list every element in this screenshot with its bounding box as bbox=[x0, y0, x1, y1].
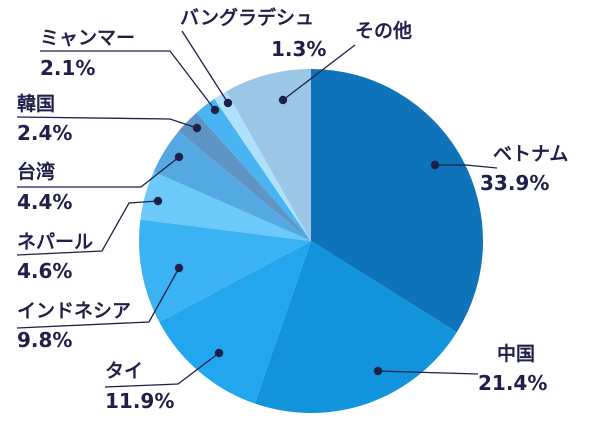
slice-8-value-label: 1.3% bbox=[271, 37, 326, 61]
slice-8-label: バングラデシュ bbox=[180, 6, 314, 29]
pie-slices bbox=[139, 69, 484, 413]
slice-4-leader-dot bbox=[153, 196, 163, 206]
slice-5-wedge bbox=[153, 131, 311, 241]
slice-5-label: 台湾 bbox=[17, 160, 55, 183]
slice-0-label: ベトナム bbox=[493, 143, 568, 165]
slice-7-value-label: 2.1% bbox=[40, 56, 95, 80]
slice-8-leader-dot bbox=[223, 98, 233, 108]
slice-2-label: タイ bbox=[105, 360, 143, 382]
slice-0-leader-dot bbox=[430, 160, 440, 170]
slice-5-value-label: 4.4% bbox=[17, 190, 72, 214]
slice-7-leader-dot bbox=[210, 105, 220, 115]
slice-8-wedge bbox=[214, 91, 311, 241]
slice-6-label: 韓国 bbox=[17, 92, 55, 115]
slice-6-leader-dot bbox=[192, 123, 202, 133]
slice-7-leader-line bbox=[40, 50, 216, 111]
slice-3-leader-dot bbox=[174, 263, 184, 273]
slice-2-leader-dot bbox=[214, 348, 224, 358]
slice-6-wedge bbox=[178, 112, 311, 241]
slice-0-value-label: 33.9% bbox=[480, 171, 549, 195]
leader-lines bbox=[16, 30, 498, 388]
slice-2-leader-line bbox=[104, 352, 220, 388]
slice-1-value-label: 21.4% bbox=[478, 371, 547, 395]
slice-9-leader-dot bbox=[278, 95, 288, 105]
slice-6-leader-line bbox=[16, 116, 198, 129]
slice-2-value-label: 11.9% bbox=[105, 389, 174, 413]
slice-6-value-label: 2.4% bbox=[17, 121, 72, 145]
leader-dots bbox=[153, 95, 440, 376]
slice-4-value-label: 4.6% bbox=[17, 259, 72, 283]
slice-9-wedge bbox=[226, 69, 311, 241]
slice-0-wedge bbox=[311, 69, 484, 333]
slice-8-leader-line bbox=[181, 30, 229, 104]
slice-4-leader-line bbox=[16, 200, 159, 256]
slice-5-leader-dot bbox=[174, 152, 184, 162]
slice-1-wedge bbox=[254, 241, 457, 413]
slice-3-value-label: 9.8% bbox=[17, 328, 72, 352]
slice-3-label: インドネシア bbox=[17, 300, 131, 322]
slice-2-wedge bbox=[159, 241, 311, 404]
slice-1-leader-dot bbox=[373, 366, 383, 376]
slice-7-wedge bbox=[196, 98, 311, 242]
slice-0-leader-line bbox=[435, 164, 498, 169]
slice-5-leader-line bbox=[17, 156, 180, 188]
slice-7-label: ミャンマー bbox=[40, 27, 135, 49]
slice-9-label: その他 bbox=[355, 19, 412, 42]
slice-3-wedge bbox=[139, 219, 311, 322]
slice-9-leader-line bbox=[282, 44, 356, 101]
slice-labels: ベトナム 33.9% 中国 21.4% タイ 11.9% インドネシア 9.8% ネパール 4.6… bbox=[17, 6, 568, 413]
slice-3-leader-line bbox=[16, 267, 180, 329]
slice-1-leader-line bbox=[377, 370, 479, 375]
slice-1-label: 中国 bbox=[497, 342, 535, 365]
slice-4-label: ネパール bbox=[17, 231, 93, 253]
slice-4-wedge bbox=[140, 171, 311, 241]
